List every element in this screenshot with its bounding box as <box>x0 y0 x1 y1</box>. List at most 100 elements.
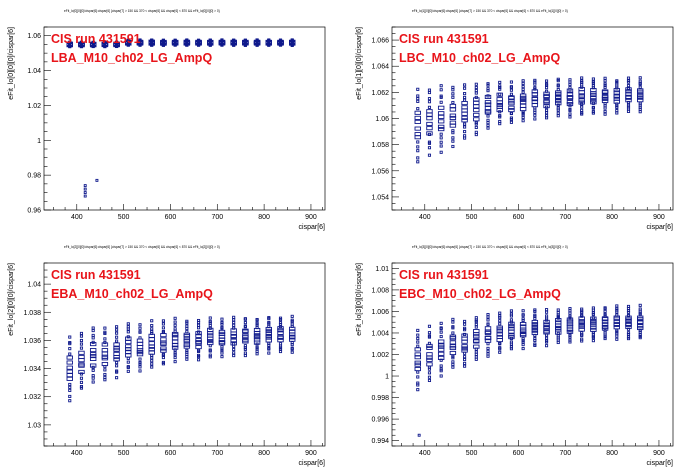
data-point <box>195 345 202 350</box>
data-point <box>242 333 249 338</box>
data-point <box>83 184 87 188</box>
data-point <box>68 40 72 44</box>
data-point <box>243 344 247 348</box>
data-point <box>626 304 631 309</box>
data-point <box>473 329 480 334</box>
data-point <box>603 109 607 114</box>
chart-panel-1: eFit_lo[0][0][0]/cispar[6]:cispar[6] {ci… <box>8 9 326 231</box>
data-point <box>484 94 492 100</box>
data-point <box>590 98 597 103</box>
data-point <box>126 335 130 339</box>
data-point <box>115 364 119 368</box>
data-point <box>126 365 130 369</box>
data-point <box>416 388 420 392</box>
data-point <box>568 78 572 82</box>
data-point <box>232 315 236 319</box>
data-point <box>474 88 478 93</box>
data-point <box>91 333 95 337</box>
y-tick-label: 1.02 <box>27 103 41 110</box>
data-point <box>474 91 478 95</box>
data-point <box>486 315 490 319</box>
data-point <box>91 380 95 384</box>
data-point <box>498 92 502 96</box>
x-tick-label: 800 <box>258 214 270 221</box>
data-point <box>486 313 490 317</box>
data-point <box>267 38 271 42</box>
data-point <box>543 322 550 327</box>
data-point <box>626 337 631 341</box>
data-point <box>545 79 549 83</box>
y-tick-label: 1.064 <box>371 64 389 71</box>
data-point <box>161 330 165 334</box>
data-point <box>463 332 467 336</box>
x-tick-label: 900 <box>305 214 317 221</box>
y-tick-label: 1.066 <box>371 38 389 45</box>
data-point <box>451 95 455 99</box>
data-point <box>125 349 132 354</box>
data-point <box>474 82 478 86</box>
data-point <box>473 344 480 349</box>
data-point <box>613 90 620 95</box>
data-point <box>626 84 631 88</box>
data-point <box>449 107 457 112</box>
data-point <box>427 324 432 328</box>
data-point <box>566 100 574 105</box>
x-axis-label: cispar[6] <box>647 224 674 231</box>
data-point <box>473 108 480 113</box>
data-point <box>414 355 421 360</box>
data-point <box>91 336 95 340</box>
data-point <box>255 345 259 349</box>
data-point <box>243 347 247 351</box>
data-point <box>255 349 259 353</box>
data-point <box>255 38 259 42</box>
x-axis-label: cispar[6] <box>299 460 326 467</box>
module-annotation: LBC_M10_ch02_LG_AmpQ <box>399 51 560 65</box>
data-point <box>615 111 619 115</box>
data-point <box>568 314 572 318</box>
x-tick-label: 900 <box>305 450 317 457</box>
y-tick-label: 1.034 <box>23 366 41 373</box>
data-point <box>509 340 513 344</box>
data-point <box>439 369 443 373</box>
data-point <box>417 433 421 437</box>
chart-title: eFit_lo[2][0][0]/cispar[6]:cispar[6] {ci… <box>64 245 220 249</box>
data-point <box>615 79 619 83</box>
data-point <box>83 191 87 195</box>
data-point <box>626 86 631 90</box>
y-tick-label: 0.996 <box>371 417 389 424</box>
data-point <box>426 352 433 357</box>
data-point <box>486 123 490 127</box>
x-tick-label: 800 <box>606 214 618 221</box>
data-point <box>173 320 177 324</box>
data-point <box>416 107 420 111</box>
y-tick-label: 1.058 <box>371 142 389 149</box>
data-point <box>521 115 525 120</box>
data-point <box>207 338 214 344</box>
data-point <box>78 350 85 355</box>
data-point <box>603 82 607 86</box>
data-point <box>138 361 142 365</box>
data-point <box>473 100 480 106</box>
data-point <box>626 105 631 109</box>
data-point <box>533 86 537 90</box>
data-point <box>615 334 619 338</box>
data-point <box>498 119 502 124</box>
data-point <box>566 324 574 329</box>
data-point <box>173 356 177 360</box>
data-point <box>486 121 490 125</box>
data-point <box>267 351 271 355</box>
data-point <box>232 320 236 325</box>
data-point <box>568 82 572 87</box>
data-point <box>521 85 525 89</box>
data-point <box>545 308 549 312</box>
data-point <box>66 373 73 378</box>
data-point <box>416 381 420 385</box>
data-point <box>126 330 130 334</box>
x-tick-label: 400 <box>71 450 83 457</box>
data-point <box>531 324 539 329</box>
data-point <box>451 365 455 369</box>
data-point <box>463 322 467 326</box>
data-point <box>545 314 549 318</box>
data-point <box>463 98 467 102</box>
